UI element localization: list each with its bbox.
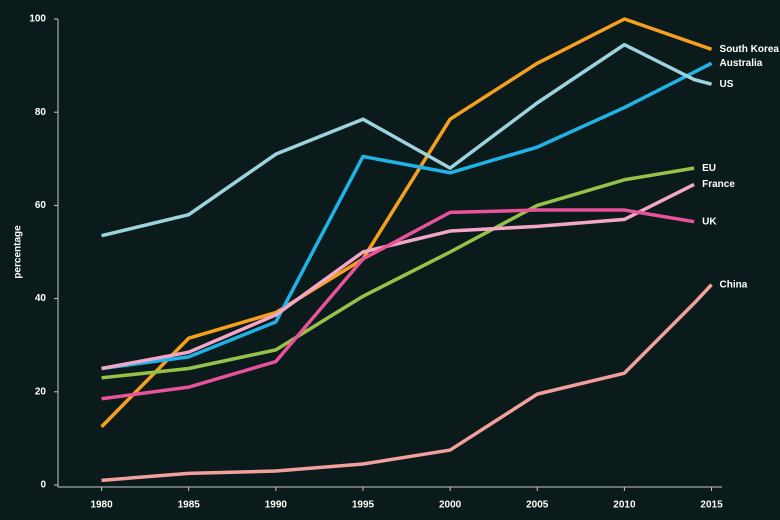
line [101, 166, 695, 380]
series-label: France [702, 179, 735, 190]
series-label: UK [702, 216, 717, 227]
x-tick-label: 2000 [439, 500, 462, 511]
y-tick-label: 100 [29, 14, 46, 25]
y-tick-label: 60 [35, 200, 47, 211]
x-tick-label: 1985 [178, 500, 201, 511]
x-tick-label: 2015 [700, 500, 723, 511]
line [101, 283, 713, 483]
series-label: US [720, 79, 734, 90]
y-tick-label: 20 [35, 386, 47, 397]
y-tick-label: 80 [35, 107, 47, 118]
line [101, 42, 712, 238]
x-tick-label: 1990 [265, 500, 288, 511]
line [100, 17, 713, 428]
y-tick-label: 0 [40, 480, 46, 491]
series-label: South Korea [720, 44, 780, 55]
y-tick-label: 40 [35, 293, 47, 304]
line [101, 182, 695, 371]
line [101, 61, 713, 371]
series-label: China [720, 279, 748, 290]
x-tick-label: 1980 [90, 500, 113, 511]
y-axis-label: percentage [13, 225, 24, 279]
x-tick-label: 2005 [526, 500, 549, 511]
x-tick-label: 1995 [352, 500, 375, 511]
series-label: Australia [720, 58, 763, 69]
line [101, 208, 695, 401]
series-label: EU [702, 163, 716, 174]
x-tick-label: 2010 [613, 500, 636, 511]
